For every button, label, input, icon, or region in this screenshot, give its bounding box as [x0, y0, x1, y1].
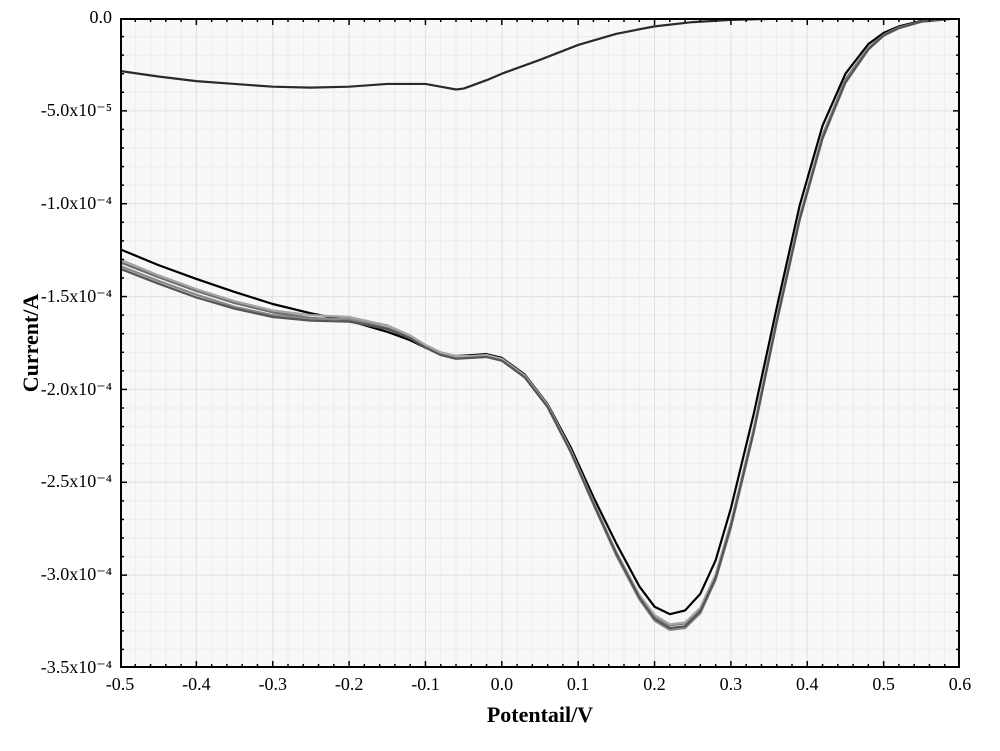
x-tick-label: 0.0 [477, 674, 527, 695]
y-tick-label: -2.0x10⁻⁴ [41, 379, 112, 400]
y-tick-label: -2.5x10⁻⁴ [41, 471, 112, 492]
x-tick-label: -0.3 [248, 674, 298, 695]
x-tick-label: 0.5 [859, 674, 909, 695]
y-axis-label: Current/A [18, 243, 44, 443]
x-tick-label: 0.2 [630, 674, 680, 695]
x-tick-label: 0.6 [935, 674, 985, 695]
x-tick-label: 0.1 [553, 674, 603, 695]
plot-area [120, 18, 960, 668]
x-tick-label: -0.2 [324, 674, 374, 695]
x-tick-label: 0.3 [706, 674, 756, 695]
y-tick-label: -1.5x10⁻⁴ [41, 286, 112, 307]
x-tick-label: -0.1 [400, 674, 450, 695]
y-tick-label: -1.0x10⁻⁴ [41, 193, 112, 214]
x-tick-label: 0.4 [782, 674, 832, 695]
chart-container: Current/A Potentail/V -0.5-0.4-0.3-0.2-0… [0, 0, 1000, 751]
y-tick-label: -5.0x10⁻⁵ [41, 100, 112, 121]
x-axis-label: Potentail/V [440, 702, 640, 728]
y-tick-label: 0.0 [90, 7, 113, 28]
x-tick-label: -0.4 [171, 674, 221, 695]
y-tick-label: -3.0x10⁻⁴ [41, 564, 112, 585]
plot-svg [120, 18, 960, 668]
y-tick-label: -3.5x10⁻⁴ [41, 657, 112, 678]
